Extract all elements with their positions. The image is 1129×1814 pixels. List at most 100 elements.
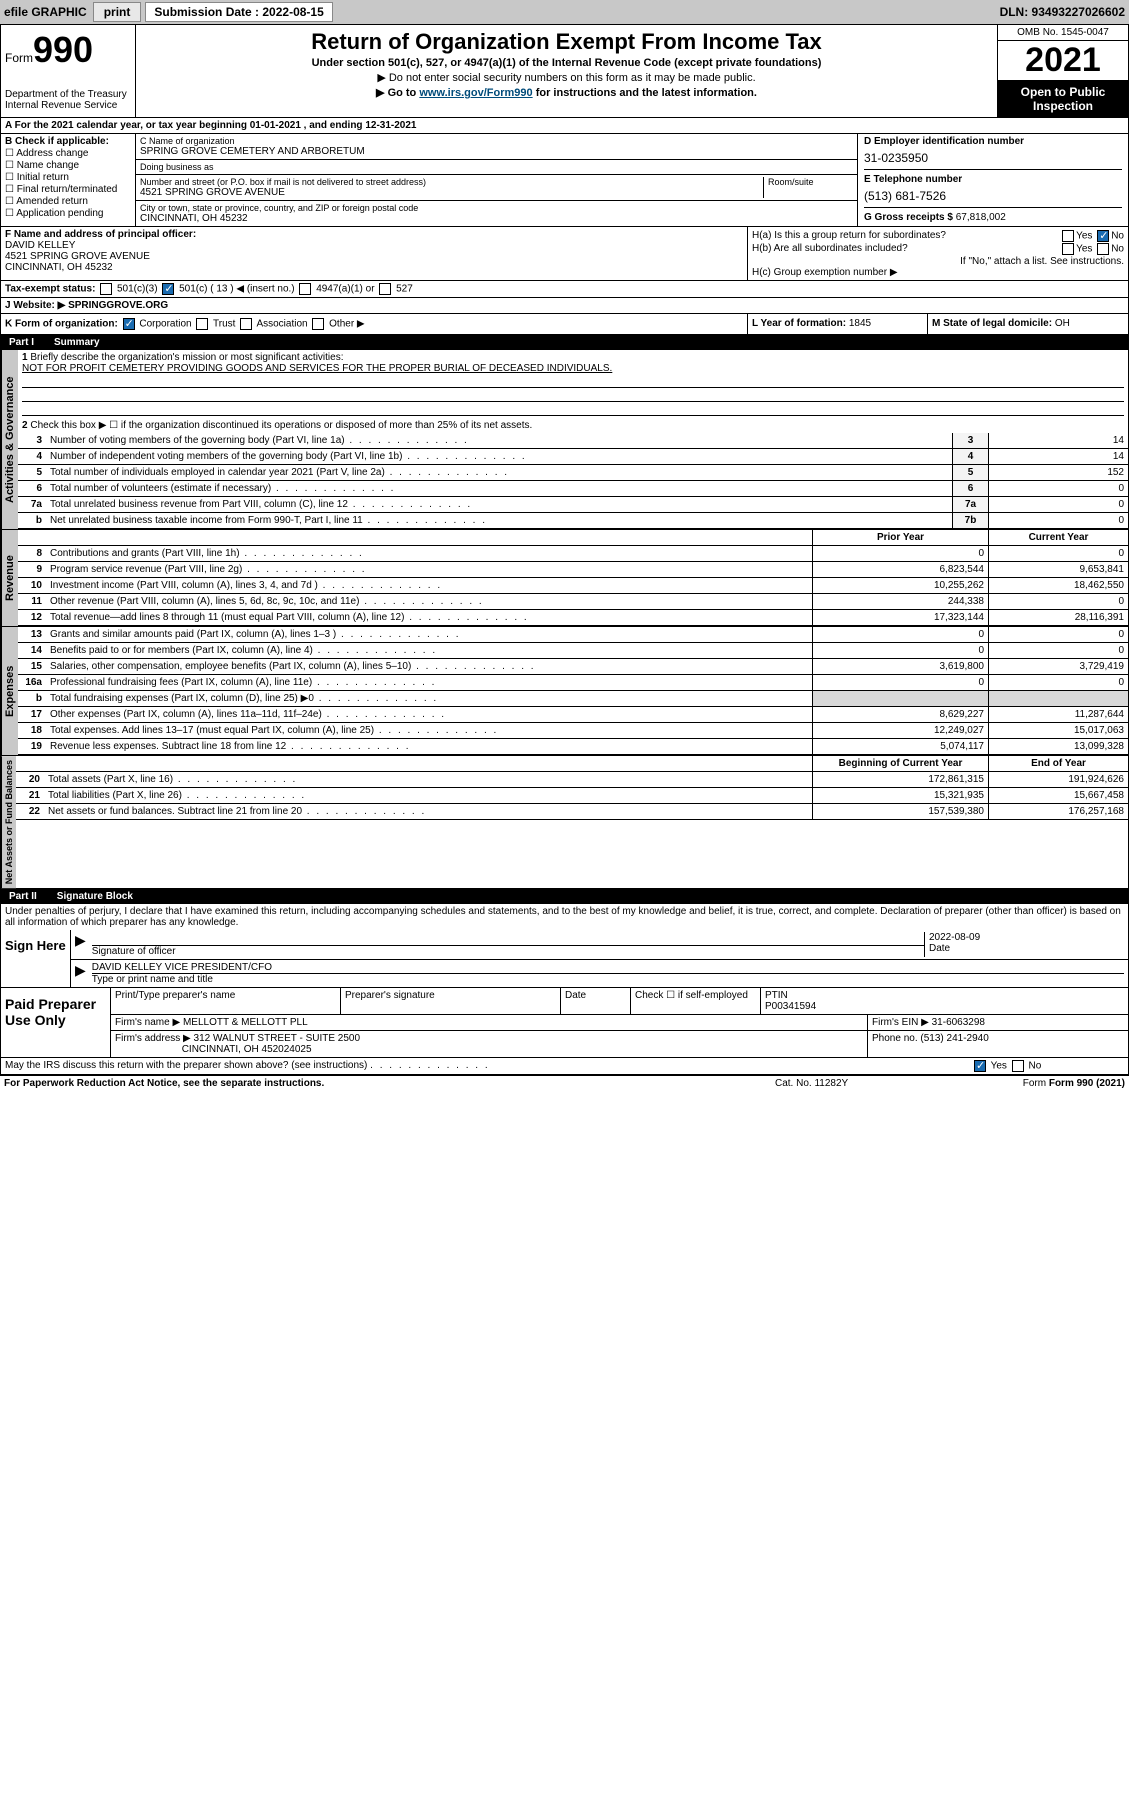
ha-label: H(a) Is this a group return for subordin…: [752, 230, 946, 242]
f-name: DAVID KELLEY: [5, 240, 743, 251]
sub3-pre: ▶ Go to: [376, 87, 419, 99]
row-i: Tax-exempt status: 501(c)(3) 501(c) ( 13…: [1, 281, 1128, 298]
begin-year-hdr: Beginning of Current Year: [812, 756, 988, 771]
f-addr1: 4521 SPRING GROVE AVENUE: [5, 251, 743, 262]
chk-trust[interactable]: [196, 318, 208, 330]
line-20: 20 Total assets (Part X, line 16) 172,86…: [16, 772, 1128, 788]
f-label: F Name and address of principal officer:: [5, 229, 743, 240]
line-3: 3 Number of voting members of the govern…: [18, 433, 1128, 449]
paid-right: Print/Type preparer's name Preparer's si…: [111, 988, 1128, 1057]
gross-label: G Gross receipts $: [864, 212, 953, 223]
arrow-icon: ▶: [75, 932, 86, 957]
paid-line-2: Firm's name ▶ MELLOTT & MELLOTT PLL Firm…: [111, 1015, 1128, 1031]
ha-no[interactable]: [1097, 230, 1109, 242]
vlabel-gov: Activities & Governance: [1, 350, 18, 529]
irs-yes[interactable]: [974, 1060, 986, 1072]
may-irs-text: May the IRS discuss this return with the…: [1, 1058, 968, 1074]
chk-corp[interactable]: [123, 318, 135, 330]
sub3-post: for instructions and the latest informat…: [533, 87, 757, 99]
irs-no[interactable]: [1012, 1060, 1024, 1072]
sig-date: 2022-08-09: [929, 932, 1124, 943]
line-4: 4 Number of independent voting members o…: [18, 449, 1128, 465]
firm-phone: (513) 241-2940: [920, 1033, 988, 1044]
exp-body: 13 Grants and similar amounts paid (Part…: [18, 627, 1128, 755]
chk-pending[interactable]: ☐ Application pending: [5, 208, 131, 219]
box-d: D Employer identification number 31-0235…: [858, 134, 1128, 226]
officer-name-row: ▶ DAVID KELLEY VICE PRESIDENT/CFO Type o…: [71, 960, 1128, 987]
cat-no: Cat. No. 11282Y: [775, 1078, 975, 1089]
hb-no[interactable]: [1097, 243, 1109, 255]
subtitle-3: ▶ Go to www.irs.gov/Form990 for instruct…: [142, 86, 991, 99]
website-value: SPRINGGROVE.ORG: [68, 300, 168, 311]
chk-501c3[interactable]: [100, 283, 112, 295]
org-name: SPRING GROVE CEMETERY AND ARBORETUM: [140, 146, 853, 157]
submission-date: Submission Date : 2022-08-15: [145, 2, 332, 22]
tax-year: 2021: [998, 41, 1128, 81]
chk-501c[interactable]: [162, 283, 174, 295]
sig-officer-label: Signature of officer: [92, 946, 924, 957]
firm-addr: 312 WALNUT STREET - SUITE 2500: [194, 1033, 361, 1044]
box-f: F Name and address of principal officer:…: [1, 227, 748, 280]
omb-number: OMB No. 1545-0047: [998, 25, 1128, 41]
vlabel-rev: Revenue: [1, 530, 18, 626]
chk-final[interactable]: ☐ Final return/terminated: [5, 184, 131, 195]
addr-label: Number and street (or P.O. box if mail i…: [140, 177, 763, 187]
dba-label: Doing business as: [140, 162, 853, 172]
sign-here-row: Sign Here ▶ Signature of officer 2022-08…: [1, 930, 1128, 988]
line-19: 19 Revenue less expenses. Subtract line …: [18, 739, 1128, 755]
print-button[interactable]: print: [93, 2, 142, 22]
line-22: 22 Net assets or fund balances. Subtract…: [16, 804, 1128, 820]
title-box: Return of Organization Exempt From Incom…: [136, 25, 998, 117]
part1-title: Summary: [54, 337, 100, 348]
chk-address[interactable]: ☐ Address change: [5, 148, 131, 159]
gross-value: 67,818,002: [956, 212, 1006, 223]
form-label: Form: [5, 51, 33, 65]
line-21: 21 Total liabilities (Part X, line 26) 1…: [16, 788, 1128, 804]
line-b: b Net unrelated business taxable income …: [18, 513, 1128, 529]
chk-4947[interactable]: [299, 283, 311, 295]
chk-initial[interactable]: ☐ Initial return: [5, 172, 131, 183]
mission-text: NOT FOR PROFIT CEMETERY PROVIDING GOODS …: [22, 363, 612, 374]
part1-header: Part I Summary: [1, 335, 1128, 350]
row-k: K Form of organization: Corporation Trus…: [1, 314, 1128, 335]
box-l: L Year of formation: 1845: [748, 314, 928, 334]
i-label: Tax-exempt status:: [5, 284, 95, 295]
may-irs-row: May the IRS discuss this return with the…: [1, 1058, 1128, 1075]
chk-assoc[interactable]: [240, 318, 252, 330]
hb-yes[interactable]: [1062, 243, 1074, 255]
box-h: H(a) Is this a group return for subordin…: [748, 227, 1128, 280]
subtitle-1: Under section 501(c), 527, or 4947(a)(1)…: [142, 57, 991, 69]
net-body: Beginning of Current Year End of Year 20…: [16, 756, 1128, 888]
sign-here-label: Sign Here: [1, 930, 71, 987]
end-year-hdr: End of Year: [988, 756, 1128, 771]
q2-block: 2 Check this box ▶ ☐ if the organization…: [18, 418, 1128, 433]
q2-text: Check this box ▶ ☐ if the organization d…: [30, 420, 532, 431]
city-value: CINCINNATI, OH 45232: [140, 213, 853, 224]
subtitle-2: ▶ Do not enter social security numbers o…: [142, 71, 991, 84]
vlabel-exp: Expenses: [1, 627, 18, 755]
name-label: C Name of organization: [140, 136, 853, 146]
row-f-h: F Name and address of principal officer:…: [1, 227, 1128, 281]
chk-527[interactable]: [379, 283, 391, 295]
paid-line-1: Print/Type preparer's name Preparer's si…: [111, 988, 1128, 1015]
irs-link[interactable]: www.irs.gov/Form990: [419, 87, 532, 99]
line-b: b Total fundraising expenses (Part IX, c…: [18, 691, 1128, 707]
hc-label: H(c) Group exemption number ▶: [752, 267, 1124, 278]
arrow-icon-2: ▶: [75, 962, 86, 985]
form-header: Form990 Department of the Treasury Inter…: [1, 25, 1128, 118]
part2-num: Part II: [9, 891, 37, 902]
gov-body: 1 Briefly describe the organization's mi…: [18, 350, 1128, 529]
calendar-year-text: A For the 2021 calendar year, or tax yea…: [1, 118, 420, 133]
mission-block: 1 Briefly describe the organization's mi…: [18, 350, 1128, 418]
net-col-hdr: Beginning of Current Year End of Year: [16, 756, 1128, 772]
phone-value: (513) 681-7526: [864, 185, 1122, 207]
sign-here-right: ▶ Signature of officer 2022-08-09 Date ▶…: [71, 930, 1128, 987]
chk-amended[interactable]: ☐ Amended return: [5, 196, 131, 207]
pra-notice: For Paperwork Reduction Act Notice, see …: [4, 1078, 775, 1089]
chk-name[interactable]: ☐ Name change: [5, 160, 131, 171]
dba-cell: Doing business as: [136, 160, 857, 175]
line-7a: 7a Total unrelated business revenue from…: [18, 497, 1128, 513]
box-b-label: B Check if applicable:: [5, 136, 131, 147]
chk-other[interactable]: [312, 318, 324, 330]
ha-yes[interactable]: [1062, 230, 1074, 242]
